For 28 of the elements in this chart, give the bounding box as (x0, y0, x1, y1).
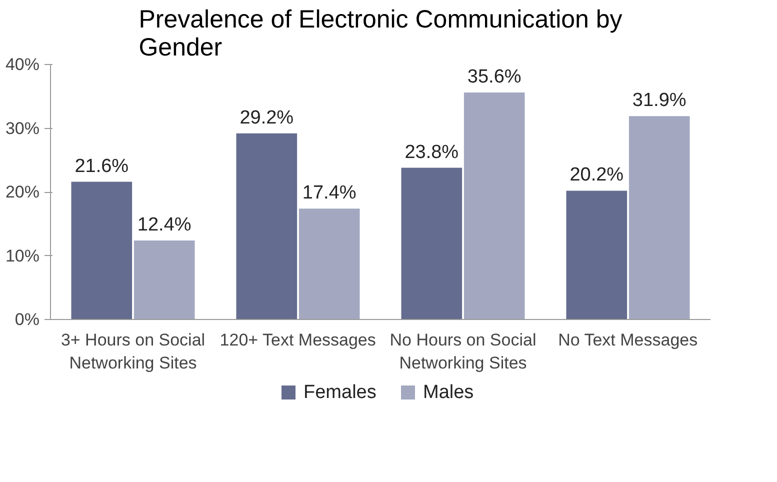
y-tick-label: 40% (5, 55, 40, 74)
bar (298, 208, 360, 320)
bar (566, 190, 628, 320)
bar (134, 240, 195, 320)
data-label: 23.8% (404, 142, 459, 163)
x-tick-label: No Hours on Social Networking Sites (390, 330, 536, 372)
data-label: 31.9% (632, 90, 686, 112)
legend-label: Males (423, 382, 474, 403)
y-tick-label: 20% (5, 182, 40, 202)
data-label: 17.4% (302, 182, 356, 204)
y-tick-label: 30% (5, 118, 40, 138)
data-label: 35.6% (467, 66, 522, 88)
data-label: 21.6% (74, 156, 129, 177)
y-tick-label: 0% (14, 310, 40, 329)
chart-title: Prevalence of Electronic Communication by Gender (138, 6, 623, 62)
bar (236, 133, 298, 320)
y-tick-label: 10% (5, 246, 40, 266)
data-label: 12.4% (137, 214, 192, 236)
bar (628, 116, 690, 320)
data-label: 20.2% (570, 164, 624, 186)
legend-label: Females (304, 382, 376, 403)
bar (401, 168, 462, 320)
x-tick-label: 3+ Hours on Social Networking Sites (60, 330, 206, 372)
bar (464, 92, 525, 320)
x-tick-label: No Text Messages (558, 330, 698, 350)
bar (71, 182, 132, 320)
data-label: 29.2% (240, 107, 294, 128)
x-tick-label: 120+ Text Messages (220, 330, 376, 350)
